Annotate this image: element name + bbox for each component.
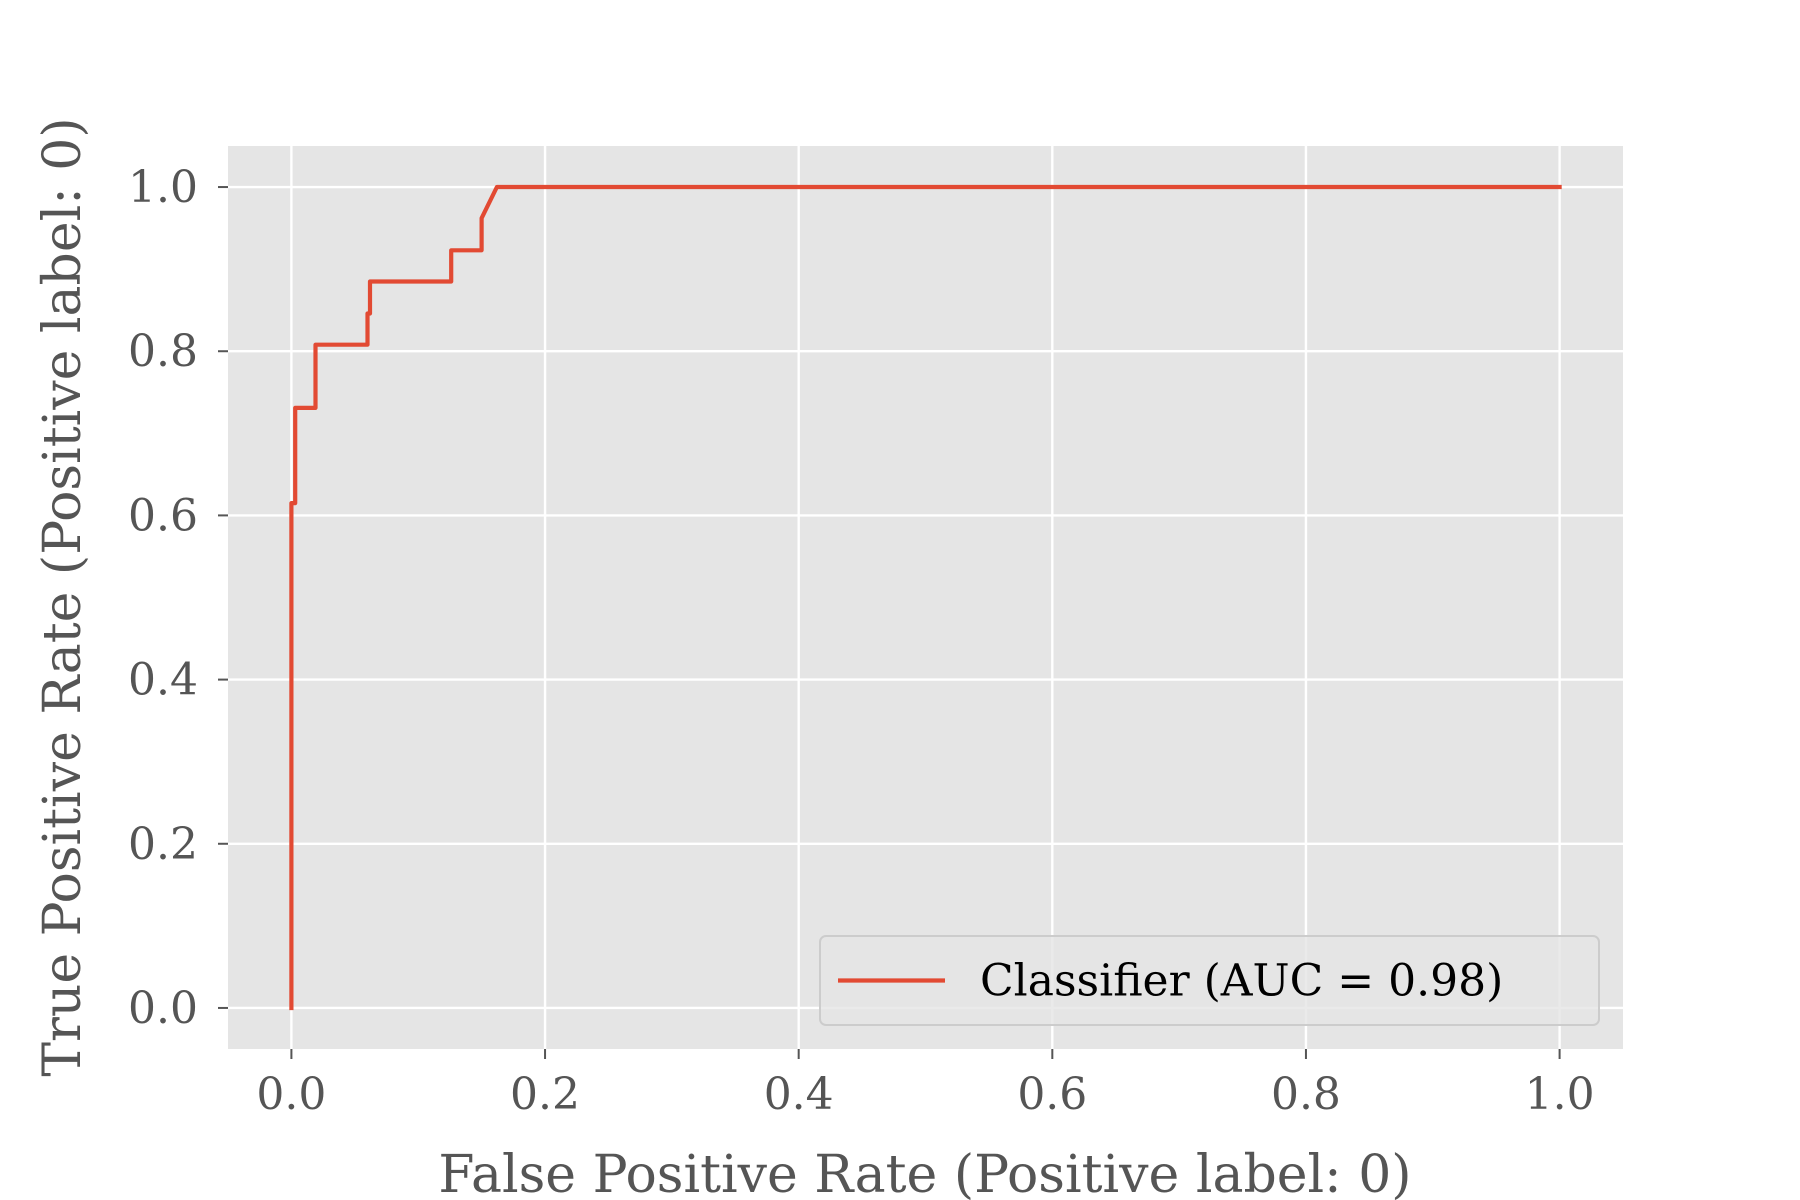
y-tick-label: 0.2 [128, 819, 198, 870]
legend: Classifier (AUC = 0.98) [819, 935, 1600, 1026]
x-axis: 0.0 0.2 0.4 0.6 0.8 1.0 [256, 1049, 1595, 1120]
legend-label: Classifier (AUC = 0.98) [980, 956, 1503, 1007]
y-tick-label: 0.6 [128, 490, 198, 541]
x-axis-label: False Positive Rate (Positive label: 0) [438, 1145, 1411, 1200]
y-tick-label: 0.4 [128, 655, 198, 706]
y-tick-label: 0.0 [128, 983, 198, 1034]
x-tick-label: 0.0 [256, 1069, 326, 1120]
y-axis-label: True Positive Rate (Positive label: 0) [33, 117, 93, 1076]
x-tick-label: 0.8 [1271, 1069, 1341, 1120]
plot-background [228, 146, 1623, 1049]
roc-curve-line [289, 184, 1562, 1011]
y-axis: 0.0 0.2 0.4 0.6 0.8 1.0 [128, 162, 228, 1034]
y-tick-label: 0.8 [128, 326, 198, 377]
x-tick-label: 0.4 [764, 1069, 834, 1120]
legend-box [819, 935, 1600, 1026]
series-layer [289, 184, 1562, 1011]
grid-lines [228, 146, 1623, 1049]
x-tick-label: 0.6 [1017, 1069, 1087, 1120]
x-tick-label: 0.2 [510, 1069, 580, 1120]
y-tick-label: 1.0 [128, 162, 198, 213]
x-tick-label: 1.0 [1525, 1069, 1595, 1120]
